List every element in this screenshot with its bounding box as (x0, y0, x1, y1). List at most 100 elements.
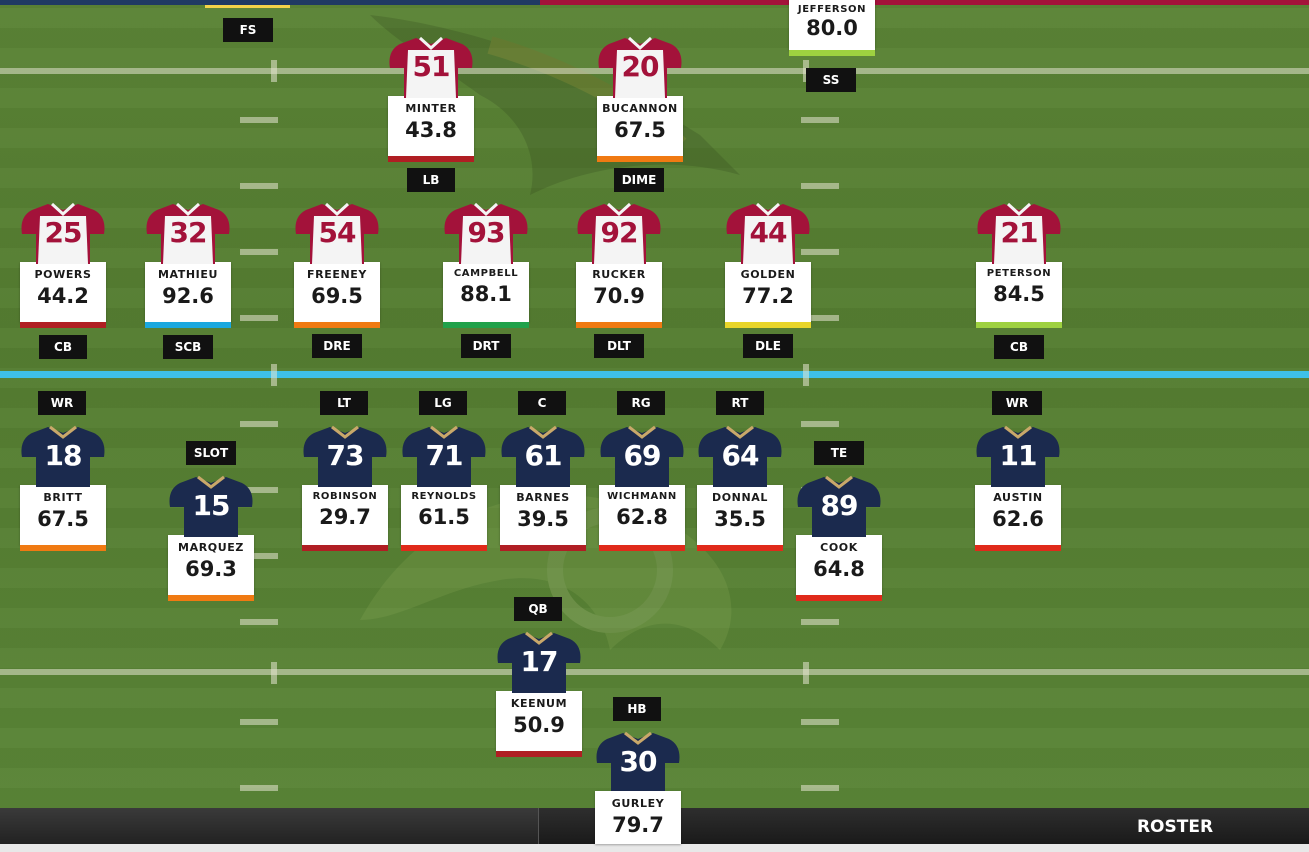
player-rating: 61.5 (418, 505, 470, 529)
position-label-cb[interactable]: CB (994, 335, 1044, 359)
player-card-gurley[interactable]: 30 (595, 731, 681, 793)
player-name: REYNOLDS (411, 491, 477, 502)
position-label-lg[interactable]: LG (419, 391, 467, 415)
bottom-left-tab[interactable] (0, 808, 539, 844)
player-card-austin[interactable]: 11 AUSTIN 62.6 (975, 425, 1061, 551)
position-label-fs[interactable]: FS (223, 18, 273, 42)
position-label-dre[interactable]: DRE (312, 334, 362, 358)
position-label-rt[interactable]: RT (716, 391, 764, 415)
position-label-lt[interactable]: LT (320, 391, 368, 415)
player-rating: 64.8 (813, 557, 865, 581)
position-label-dime[interactable]: DIME (614, 168, 664, 192)
player-name: WICHMANN (607, 491, 677, 502)
player-name: GOLDEN (740, 268, 796, 281)
rating-bar (496, 751, 582, 757)
position-label-cb[interactable]: CB (39, 335, 87, 359)
player-card-gurley-info[interactable]: GURLEY 79.7 (595, 791, 681, 844)
position-label-slot[interactable]: SLOT (186, 441, 236, 465)
player-card-golden[interactable]: 44 GOLDEN 77.2 (725, 202, 811, 328)
player-card-britt[interactable]: 18 BRITT 67.5 (20, 425, 106, 551)
position-label-dlt[interactable]: DLT (594, 334, 644, 358)
player-info-card: MINTER 43.8 (388, 96, 474, 156)
player-name: KEENUM (510, 697, 568, 710)
jersey-icon: 71 (401, 425, 487, 487)
rating-bar (976, 322, 1062, 328)
jersey-icon: 51 (388, 36, 474, 98)
player-card-cook[interactable]: 89 COOK 64.8 (796, 475, 882, 601)
jersey-number: 71 (425, 439, 464, 472)
jersey-number: 21 (1000, 216, 1039, 249)
position-label-rg[interactable]: RG (617, 391, 665, 415)
player-info-card: WICHMANN 62.8 (599, 485, 685, 545)
player-info-card: PETERSON 84.5 (976, 262, 1062, 322)
player-rating: 92.6 (162, 284, 214, 308)
hash-mark (240, 487, 278, 493)
player-card-bucannon[interactable]: 20 BUCANNON 67.5 (597, 36, 683, 162)
jersey-number: 15 (192, 489, 231, 522)
jersey-number: 30 (619, 745, 658, 778)
position-label-wr[interactable]: WR (38, 391, 86, 415)
rating-bar (168, 595, 254, 601)
player-card-marquez[interactable]: 15 MARQUEZ 69.3 (168, 475, 254, 601)
player-card-wichmann[interactable]: 69 WICHMANN 62.8 (599, 425, 685, 551)
rating-bar (789, 50, 875, 56)
position-label-dle[interactable]: DLE (743, 334, 793, 358)
hash-mark (803, 364, 809, 386)
player-info-card: ROBINSON 29.7 (302, 485, 388, 545)
player-card-robinson[interactable]: 73 ROBINSON 29.7 (302, 425, 388, 551)
player-card-rucker[interactable]: 92 RUCKER 70.9 (576, 202, 662, 328)
player-card-minter[interactable]: 51 MINTER 43.8 (388, 36, 474, 162)
hash-mark (240, 719, 278, 725)
hash-mark (271, 662, 277, 684)
jersey-number: 69 (623, 439, 662, 472)
position-label-c[interactable]: C (518, 391, 566, 415)
player-card-campbell[interactable]: 93 CAMPBELL 88.1 (443, 202, 529, 328)
player-info-card: AUSTIN 62.6 (975, 485, 1061, 545)
player-rating: 44.2 (37, 284, 89, 308)
rating-bar (725, 322, 811, 328)
player-rating: 77.2 (742, 284, 794, 308)
player-name: RUCKER (592, 268, 646, 281)
rating-bar (697, 545, 783, 551)
player-card-peterson[interactable]: 21 PETERSON 84.5 (976, 202, 1062, 328)
position-label-wr[interactable]: WR (992, 391, 1042, 415)
jersey-icon: 89 (796, 475, 882, 537)
player-card-donnal[interactable]: 64 DONNAL 35.5 (697, 425, 783, 551)
jersey-number: 73 (326, 439, 365, 472)
player-rating: 88.1 (460, 282, 512, 306)
player-name: CAMPBELL (453, 268, 519, 279)
rating-bar (443, 322, 529, 328)
position-label-hb[interactable]: HB (613, 697, 661, 721)
player-card-reynolds[interactable]: 71 REYNOLDS 61.5 (401, 425, 487, 551)
player-card-barnes[interactable]: 61 BARNES 39.5 (500, 425, 586, 551)
position-label-ss[interactable]: SS (806, 68, 856, 92)
player-card-freeney[interactable]: 54 FREENEY 69.5 (294, 202, 380, 328)
hash-mark (801, 117, 839, 123)
position-label-drt[interactable]: DRT (461, 334, 511, 358)
hash-mark (803, 662, 809, 684)
roster-button[interactable]: ROSTER (1136, 817, 1214, 837)
position-label-qb[interactable]: QB (514, 597, 562, 621)
home-team-color-bar (540, 0, 1309, 5)
hash-mark (240, 421, 278, 427)
player-card-powers[interactable]: 25 POWERS 44.2 (20, 202, 106, 328)
jersey-number: 18 (44, 439, 83, 472)
position-label-lb[interactable]: LB (407, 168, 455, 192)
position-label-te[interactable]: TE (814, 441, 864, 465)
jersey-icon: 54 (294, 202, 380, 264)
player-card-mathieu[interactable]: 32 MATHIEU 92.6 (145, 202, 231, 328)
jersey-icon: 21 (976, 202, 1062, 264)
jersey-number: 11 (999, 439, 1038, 472)
hash-mark (801, 421, 839, 427)
player-name: JEFFERSON (797, 4, 867, 15)
bottom-strip (0, 844, 1309, 852)
jersey-icon: 64 (697, 425, 783, 487)
player-card-jefferson[interactable]: JEFFERSON 80.0 (789, 0, 875, 56)
jersey-icon: 44 (725, 202, 811, 264)
player-card-keenum[interactable]: 17 KEENUM 50.9 (496, 631, 582, 757)
position-label-scb[interactable]: SCB (163, 335, 213, 359)
rating-bar (597, 156, 683, 162)
rating-bar (145, 322, 231, 328)
jersey-number: 54 (318, 216, 357, 249)
player-name: ROBINSON (312, 491, 378, 502)
